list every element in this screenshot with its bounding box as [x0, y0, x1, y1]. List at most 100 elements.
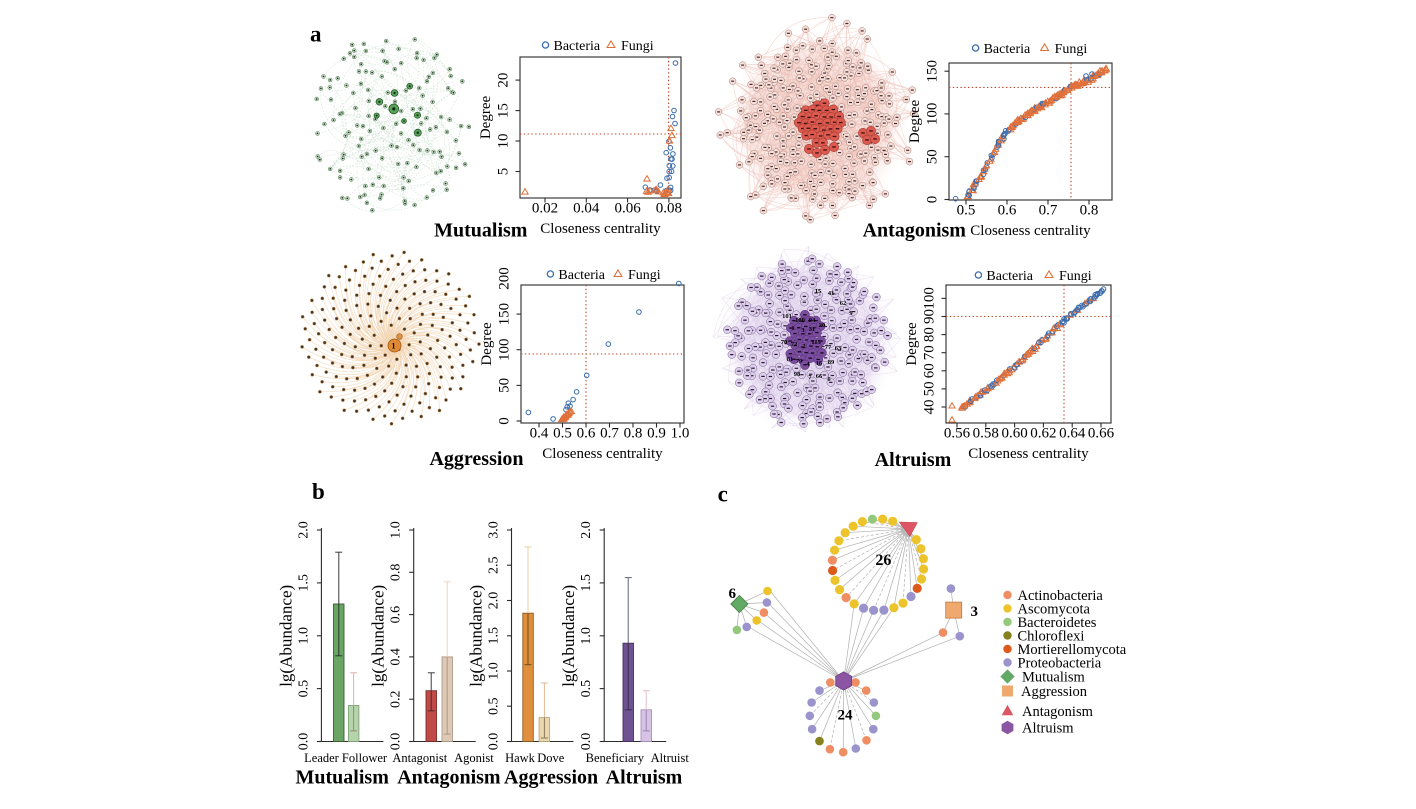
svg-text:50: 50 — [925, 149, 941, 164]
svg-text:9: 9 — [849, 310, 853, 317]
svg-text:5: 5 — [496, 168, 512, 176]
svg-text:16: 16 — [816, 360, 823, 367]
svg-text:0.8: 0.8 — [389, 564, 404, 582]
svg-text:Bacteria: Bacteria — [558, 268, 605, 283]
svg-text:Aggression: Aggression — [1021, 684, 1088, 700]
svg-text:0.66: 0.66 — [1088, 426, 1115, 442]
svg-text:0.6: 0.6 — [577, 426, 596, 442]
svg-text:2.5: 2.5 — [487, 556, 502, 574]
svg-text:3: 3 — [970, 604, 978, 620]
svg-text:Fungi: Fungi — [1059, 269, 1092, 284]
svg-text:1.5: 1.5 — [487, 627, 502, 645]
svg-text:26: 26 — [875, 552, 891, 569]
svg-text:150: 150 — [925, 60, 941, 83]
svg-text:0.2: 0.2 — [389, 690, 404, 708]
svg-text:Fungi: Fungi — [628, 268, 661, 283]
svg-text:100: 100 — [497, 338, 513, 361]
svg-text:Bacteria: Bacteria — [984, 42, 1031, 57]
svg-text:Ascomycota: Ascomycota — [1018, 602, 1091, 618]
svg-text:0.6: 0.6 — [389, 606, 404, 624]
svg-text:0.5: 0.5 — [296, 680, 311, 698]
svg-text:80: 80 — [922, 327, 938, 342]
svg-text:Dove: Dove — [537, 751, 565, 765]
svg-text:Bacteroidetes: Bacteroidetes — [1018, 615, 1097, 631]
svg-text:77: 77 — [825, 344, 832, 351]
svg-text:Antagonism: Antagonism — [863, 220, 967, 242]
svg-text:1.5: 1.5 — [579, 574, 594, 592]
svg-text:0.4: 0.4 — [389, 648, 404, 666]
svg-text:0.7: 0.7 — [1039, 203, 1058, 219]
svg-text:6: 6 — [728, 586, 736, 602]
svg-text:81: 81 — [787, 356, 794, 363]
svg-text:0.0: 0.0 — [487, 733, 502, 751]
svg-text:Aggression: Aggression — [504, 767, 598, 789]
svg-text:0.06: 0.06 — [614, 201, 641, 217]
svg-text:98: 98 — [794, 371, 801, 378]
svg-text:0.64: 0.64 — [1059, 426, 1086, 442]
svg-text:lg(Abundance): lg(Abundance) — [467, 585, 486, 687]
svg-text:10: 10 — [496, 134, 512, 149]
svg-text:0.6: 0.6 — [998, 203, 1017, 219]
svg-text:0.7: 0.7 — [600, 426, 619, 442]
svg-text:2: 2 — [802, 343, 805, 350]
svg-text:b: b — [312, 479, 325, 504]
svg-text:0.0: 0.0 — [296, 733, 311, 751]
svg-text:20: 20 — [819, 322, 826, 329]
svg-text:1.5: 1.5 — [296, 574, 311, 592]
svg-text:Fungi: Fungi — [1055, 42, 1088, 57]
svg-text:0.0: 0.0 — [579, 733, 594, 751]
svg-text:115: 115 — [811, 339, 821, 346]
svg-text:0.9: 0.9 — [647, 426, 666, 442]
svg-text:100: 100 — [795, 317, 805, 324]
svg-text:3.0: 3.0 — [487, 521, 502, 539]
svg-text:Altruism: Altruism — [606, 767, 683, 789]
svg-text:0.5: 0.5 — [957, 203, 976, 219]
svg-text:15: 15 — [496, 103, 512, 118]
svg-text:a: a — [310, 22, 322, 47]
svg-text:0.8: 0.8 — [1080, 203, 1099, 219]
svg-text:0.0: 0.0 — [389, 733, 404, 751]
svg-text:200: 200 — [497, 267, 513, 290]
svg-text:0.5: 0.5 — [579, 680, 594, 698]
svg-text:lg(Abundance): lg(Abundance) — [276, 585, 295, 687]
svg-text:Leader: Leader — [304, 751, 340, 765]
svg-text:Closeness centrality: Closeness centrality — [540, 221, 661, 237]
svg-text:101: 101 — [782, 313, 792, 320]
svg-text:Altruism: Altruism — [1022, 721, 1074, 737]
svg-text:0: 0 — [925, 196, 941, 204]
svg-text:150: 150 — [497, 303, 513, 326]
svg-text:1.0: 1.0 — [579, 627, 594, 645]
svg-text:0.5: 0.5 — [487, 697, 502, 715]
svg-text:Bacteria: Bacteria — [986, 269, 1033, 284]
svg-text:1.0: 1.0 — [296, 627, 311, 645]
svg-text:7: 7 — [808, 374, 812, 381]
svg-text:15: 15 — [815, 288, 822, 295]
svg-text:1: 1 — [791, 325, 794, 332]
svg-text:0.8: 0.8 — [624, 426, 643, 442]
svg-text:Agonist: Agonist — [454, 751, 494, 765]
svg-text:2.0: 2.0 — [487, 592, 502, 610]
svg-text:Closeness centrality: Closeness centrality — [542, 446, 663, 462]
svg-text:Mutualism: Mutualism — [434, 220, 528, 242]
svg-text:62: 62 — [840, 300, 847, 307]
svg-text:66: 66 — [816, 373, 823, 380]
svg-text:Closeness centrality: Closeness centrality — [970, 223, 1091, 239]
svg-text:Mutualism: Mutualism — [296, 767, 390, 789]
svg-text:0.08: 0.08 — [656, 201, 682, 217]
svg-text:Aggression: Aggression — [429, 448, 523, 470]
svg-text:1.0: 1.0 — [389, 521, 404, 539]
svg-text:0.04: 0.04 — [573, 201, 600, 217]
svg-text:70: 70 — [922, 345, 938, 360]
svg-text:60: 60 — [922, 363, 938, 378]
svg-text:0.60: 0.60 — [1001, 426, 1027, 442]
svg-text:100: 100 — [925, 103, 941, 126]
svg-text:2.0: 2.0 — [296, 521, 311, 539]
svg-text:0.02: 0.02 — [532, 201, 558, 217]
svg-text:40: 40 — [922, 400, 938, 415]
svg-text:0.58: 0.58 — [973, 426, 999, 442]
svg-text:Degree: Degree — [907, 100, 923, 144]
svg-text:20: 20 — [496, 73, 512, 88]
svg-text:Mutualism: Mutualism — [1022, 670, 1086, 686]
svg-text:Hawk: Hawk — [505, 751, 536, 765]
svg-text:0.4: 0.4 — [530, 426, 549, 442]
